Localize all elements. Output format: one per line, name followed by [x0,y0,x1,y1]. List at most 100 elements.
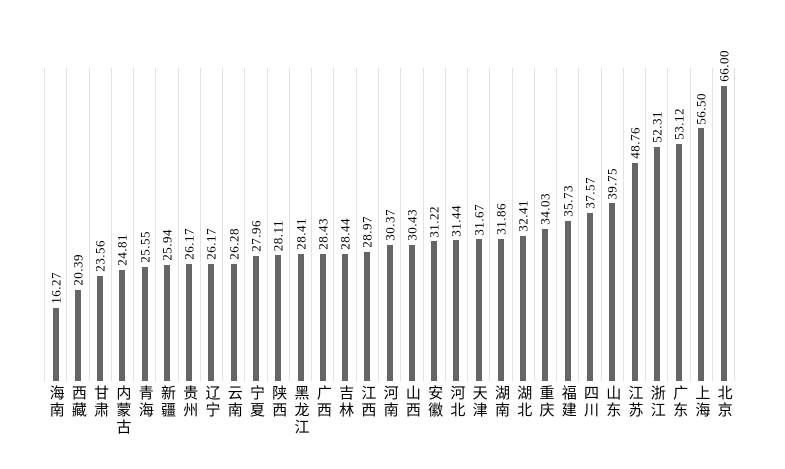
bar-column: 26.28 [222,68,244,381]
bar-value-label: 28.44 [337,218,353,250]
x-axis-label-cell: 河北 [445,385,467,436]
bar [275,255,282,381]
bar-column: 28.43 [311,68,333,381]
x-axis-label-cell: 北京 [712,385,734,436]
bar-value-label: 26.17 [181,228,197,260]
bar-column: 35.73 [556,68,578,381]
bar [297,254,304,381]
x-axis-label: 福建 [559,385,576,419]
bar-column: 31.86 [489,68,511,381]
bar [631,163,638,381]
x-axis-label: 河南 [381,385,398,419]
x-axis-label-cell: 河南 [378,385,400,436]
x-axis-label: 上海 [693,385,710,419]
bar-column: 30.37 [377,68,400,381]
bar [408,244,415,381]
x-axis-label-cell: 江西 [356,385,378,436]
bar-column: 30.43 [400,68,422,381]
x-axis-label-cell: 安徽 [423,385,445,436]
x-axis-label: 西藏 [69,385,86,419]
bar-value-label: 66.00 [716,50,732,82]
bar [364,251,371,381]
x-axis-label-cell: 重庆 [534,385,556,436]
bar-value-label: 28.41 [293,218,309,250]
bar-value-label: 31.86 [493,202,509,235]
x-axis-label: 江西 [359,385,376,419]
bar [119,270,126,381]
bar-value-label: 26.17 [203,228,219,260]
bar [230,263,237,381]
bar [342,253,349,381]
x-axis-label-cell: 山西 [400,385,422,436]
x-axis-label-cell: 海南 [44,385,66,436]
bar [676,143,683,381]
x-axis-label: 宁夏 [248,385,265,419]
bar-value-label: 20.39 [70,254,86,286]
x-axis-label: 湖南 [492,385,509,419]
x-axis-label-cell: 陕西 [267,385,289,436]
bar [141,266,148,381]
bar-column: 26.17 [177,68,200,381]
bar-value-label: 30.37 [382,209,398,242]
x-axis-label: 新疆 [158,385,175,419]
x-axis-label: 海南 [47,385,64,419]
x-axis-label-cell: 上海 [690,385,712,436]
x-axis-label: 云南 [225,385,242,419]
bar [163,265,170,381]
x-axis-label-cell: 广东 [667,385,689,436]
x-axis-label-cell: 宁夏 [244,385,266,436]
x-axis-label-cell: 甘肃 [89,385,111,436]
bar-column: 48.76 [622,68,645,381]
bar-column: 28.11 [266,68,289,381]
bar-column: 31.67 [467,68,489,381]
bar [97,275,104,381]
bar [609,203,616,381]
bar-column: 32.41 [511,68,534,381]
bar [520,236,527,381]
bar-value-label: 31.67 [471,203,487,236]
bar-column: 28.41 [288,68,311,381]
bar-column: 37.57 [578,68,600,381]
x-axis-label-cell: 青海 [133,385,155,436]
bar-value-label: 34.03 [537,193,553,225]
x-axis-label: 青海 [136,385,153,419]
bar-column: 56.50 [689,68,712,381]
x-axis-label-cell: 贵州 [178,385,200,436]
bar-value-label: 26.28 [226,227,242,260]
bar [564,221,571,381]
x-axis-label: 山西 [403,385,420,419]
bar-column: 27.96 [244,68,266,381]
x-axis-label-cell: 四川 [578,385,600,436]
x-axis-label: 辽宁 [203,385,220,419]
bar [74,289,81,381]
bar-column: 23.56 [88,68,111,381]
x-axis-label-cell: 吉林 [333,385,355,436]
bar-column: 16.27 [44,68,66,381]
bar-column: 31.44 [444,68,467,381]
x-axis-label-cell: 湖北 [512,385,534,436]
x-axis-label: 陕西 [270,385,287,419]
bar-value-label: 28.97 [359,215,375,248]
x-axis-label: 广东 [671,385,688,419]
bar-column: 25.55 [133,68,155,381]
bar [497,238,504,381]
bar [386,245,393,381]
bar-value-label: 31.22 [426,205,442,238]
bar-column: 28.97 [355,68,378,381]
x-axis-label-cell: 浙江 [645,385,667,436]
x-axis-label-cell: 江苏 [623,385,645,436]
bar [587,213,593,381]
bar-value-label: 48.76 [627,127,643,159]
x-axis-label: 天津 [470,385,487,419]
bar-value-label: 25.94 [159,229,175,261]
x-axis-label: 河北 [448,385,465,419]
bar-value-label: 24.81 [114,234,130,267]
bar-value-label: 28.43 [315,218,331,250]
x-axis-label-cell: 西藏 [66,385,88,436]
x-axis-label-cell: 福建 [556,385,578,436]
x-axis-label: 重庆 [537,385,554,419]
bar-column: 28.44 [333,68,355,381]
x-axis-label: 北京 [715,385,732,419]
x-axis-label: 贵州 [181,385,198,419]
